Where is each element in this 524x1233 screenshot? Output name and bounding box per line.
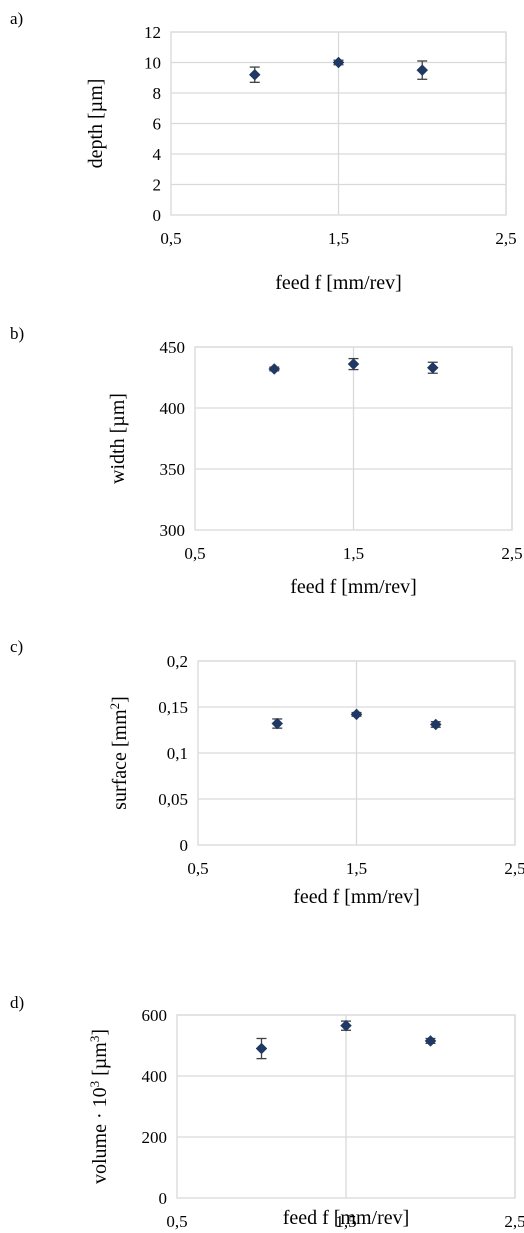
y-tick-label: 10	[144, 54, 161, 73]
x-tick-label: 0,5	[160, 229, 181, 248]
x-tick-label: 1,5	[346, 859, 367, 878]
y-tick-label: 0	[159, 1189, 168, 1208]
x-tick-label: 2,5	[501, 544, 522, 563]
y-tick-label: 0	[153, 206, 162, 225]
x-tick-label: 2,5	[495, 229, 516, 248]
y-tick-label: 450	[160, 338, 186, 357]
x-tick-label: 0,5	[187, 859, 208, 878]
data-point-marker	[416, 64, 429, 76]
data-point-marker	[340, 1019, 352, 1032]
y-tick-label: 12	[144, 23, 161, 42]
data-point-marker	[426, 361, 439, 374]
data-point-marker	[332, 56, 345, 69]
x-tick-label: 1,5	[335, 1212, 356, 1231]
y-axis-title: volume · 103 [µm3]	[87, 1029, 112, 1184]
x-axis-title: feed f [mm/rev]	[290, 576, 417, 598]
chart-panel-c: c) 0 0,05 0,1 0,15 0,2 0,5 1,5 2,5 feed f [mm/rev…	[10, 637, 524, 908]
data-point-marker	[350, 708, 363, 721]
data-point-marker	[424, 1035, 437, 1047]
y-tick-label: 0,1	[167, 744, 188, 763]
data-point-marker	[271, 717, 284, 730]
panel-label: d)	[10, 993, 24, 1012]
y-tick-label: 200	[142, 1128, 168, 1147]
y-tick-label: 400	[142, 1067, 168, 1086]
y-axis-title: surface [mm2]	[107, 696, 132, 810]
data-point-marker	[347, 358, 360, 370]
plot-area-frame	[194, 346, 513, 531]
y-tick-label: 350	[160, 460, 186, 479]
y-tick-label: 2	[153, 176, 162, 195]
plot-area-frame	[176, 1014, 516, 1199]
y-tick-label: 6	[153, 115, 162, 134]
panel-label: c)	[10, 637, 23, 656]
y-axis-title: depth [µm]	[85, 79, 107, 169]
x-tick-label: 2,5	[504, 859, 524, 878]
data-point-marker	[268, 363, 281, 375]
y-tick-label: 4	[153, 145, 162, 164]
y-tick-label: 0,2	[167, 652, 188, 671]
panel-label: b)	[10, 324, 24, 343]
x-axis-title: feed f [mm/rev]	[283, 1207, 410, 1229]
chart-panel-a: a) 0 2 4 6 8 10 12 0,5 1,5 2,5 feed f [mm/rev] depth…	[10, 9, 517, 294]
y-tick-label: 0	[180, 836, 189, 855]
chart-panel-d: d) 0 200 400 600 0,5 1,5 2,5 feed f [mm/rev] volu…	[10, 993, 524, 1231]
y-tick-label: 0,05	[158, 790, 188, 809]
chart-panel-b: b) 300 350 400 450 0,5 1,5 2,5 feed f [mm/rev] wi…	[10, 324, 523, 598]
plot-area-frame	[170, 31, 507, 216]
y-tick-label: 400	[160, 399, 186, 418]
y-tick-label: 0,15	[158, 698, 188, 717]
x-tick-label: 1,5	[343, 544, 364, 563]
y-tick-label: 300	[160, 521, 186, 540]
data-point-marker	[248, 68, 261, 81]
x-tick-label: 2,5	[504, 1212, 524, 1231]
x-axis-title: feed f [mm/rev]	[275, 272, 402, 294]
y-tick-label: 600	[142, 1006, 168, 1025]
y-axis-title: width [µm]	[107, 393, 129, 484]
data-point-marker	[429, 718, 442, 731]
plot-area-frame	[197, 660, 516, 846]
y-tick-label: 8	[153, 84, 162, 103]
x-tick-label: 0,5	[166, 1212, 187, 1231]
panel-label: a)	[10, 9, 23, 28]
x-axis-title: feed f [mm/rev]	[293, 886, 420, 908]
x-tick-label: 1,5	[328, 229, 349, 248]
data-point-marker	[255, 1042, 268, 1055]
x-tick-label: 0,5	[184, 544, 205, 563]
